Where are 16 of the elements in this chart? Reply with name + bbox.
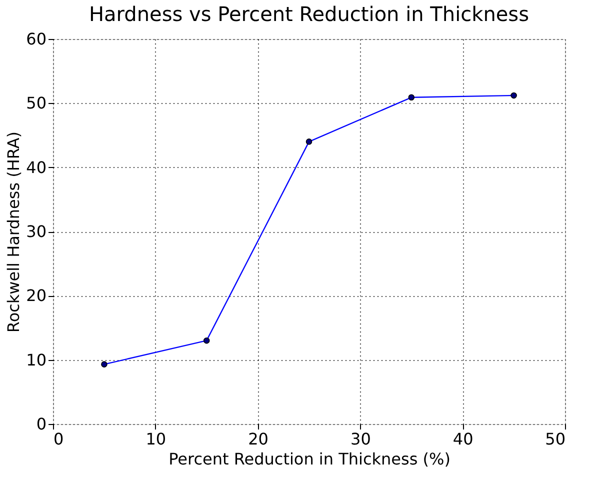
chart-title: Hardness vs Percent Reduction in Thickness [88,2,530,26]
y-tick-label: 10 [26,350,46,370]
y-tick-label: 20 [26,286,46,306]
x-tick-label: 40 [452,430,474,448]
x-tick-label: 50 [545,430,566,448]
y-tick-label: 0 [36,414,46,434]
x-tick-label: 30 [350,430,371,448]
y-axis-title: Rockwell Hardness (HRA) [4,131,24,333]
y-tick-label: 30 [26,222,46,241]
x-axis-title: Percent Reduction in Thickness (%) [168,450,450,468]
x-tick-label: 10 [146,430,166,448]
x-tick-label: 0 [54,430,64,448]
x-tick-label: 20 [248,430,268,448]
y-tick-label: 40 [26,158,46,177]
y-tick-label: 60 [26,30,46,48]
y-tick-label: 50 [26,94,46,113]
